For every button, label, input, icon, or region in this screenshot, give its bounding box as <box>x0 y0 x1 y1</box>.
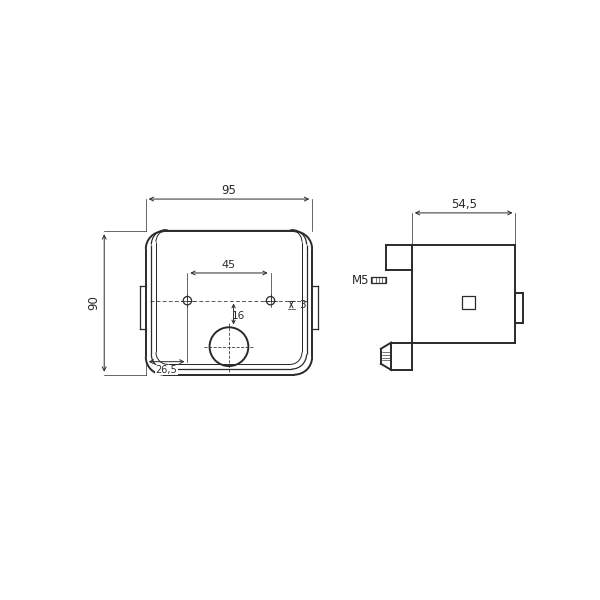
Text: 95: 95 <box>221 184 236 197</box>
Bar <box>371 277 386 283</box>
Text: 54,5: 54,5 <box>451 198 476 211</box>
Text: 16: 16 <box>232 311 245 321</box>
Text: 90: 90 <box>88 296 101 310</box>
Text: M5: M5 <box>352 274 369 287</box>
Bar <box>463 296 475 309</box>
Text: 3: 3 <box>299 299 305 310</box>
Text: 45: 45 <box>222 260 236 269</box>
Text: 26,5: 26,5 <box>156 365 178 375</box>
